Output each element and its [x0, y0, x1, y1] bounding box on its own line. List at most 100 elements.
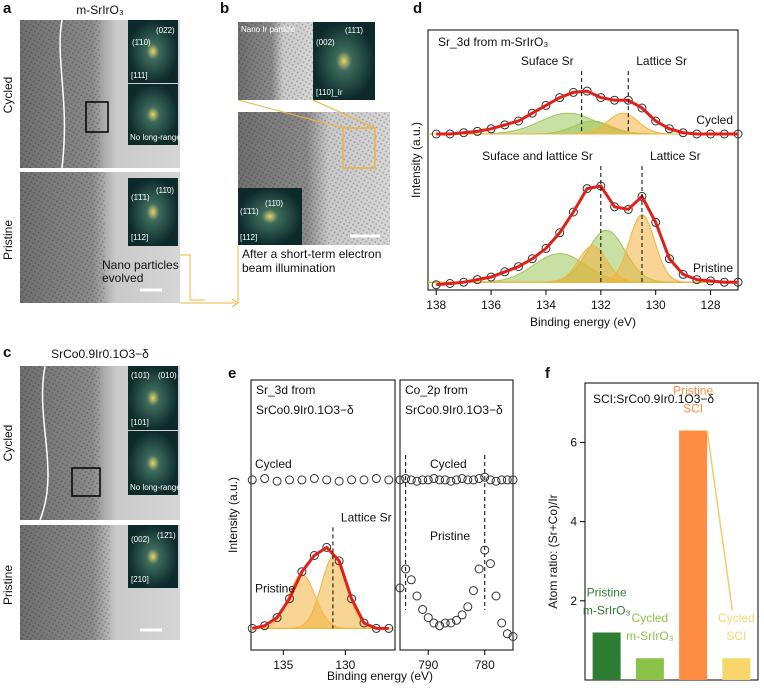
plot-frame	[399, 379, 514, 651]
bar-label: SCI	[726, 629, 746, 643]
data-point	[474, 474, 484, 484]
data-point	[435, 475, 445, 485]
data-point	[322, 475, 332, 485]
data-point	[359, 618, 369, 628]
data-point	[334, 476, 344, 486]
caption: beam illumination	[242, 261, 335, 275]
fft-label: (11̄0)	[156, 186, 174, 195]
data-point	[297, 475, 307, 485]
data-point	[284, 594, 294, 604]
chart-title: SrCo0.9Ir0.1O3−δ	[405, 403, 503, 417]
x-tick-label: 136	[481, 298, 501, 312]
bar-label: Pristine	[587, 585, 627, 599]
data-point	[457, 474, 467, 484]
fft-label: (12̄1)	[157, 531, 176, 540]
data-point	[247, 475, 257, 485]
series-label: Cycled	[430, 457, 467, 471]
data-point	[527, 108, 537, 118]
y-tick-label: 2	[570, 594, 577, 608]
data-point	[412, 476, 422, 486]
row-label: Cycled	[1, 425, 15, 462]
data-point	[395, 475, 405, 485]
chart-title: Sr_3d from	[256, 383, 315, 397]
data-point	[272, 613, 282, 623]
annotation: Lattice Sr	[650, 149, 701, 163]
data-point	[497, 475, 507, 485]
data-point	[440, 475, 450, 485]
fft-label: (1̄1̄1)	[240, 207, 259, 216]
data-point	[463, 475, 473, 485]
panel-label: d	[413, 0, 422, 17]
bar-label: Pristine	[673, 384, 713, 398]
chart-title: SrCo0.9Ir0.1O3−δ	[256, 403, 354, 417]
data-point	[485, 559, 495, 569]
panel-title: m-SrIrO₃	[76, 3, 124, 17]
fft-label: [210]	[131, 575, 149, 584]
panel-label: f	[545, 365, 551, 382]
data-point	[474, 564, 484, 574]
row-label: Cycled	[1, 77, 15, 114]
data-point	[468, 475, 478, 485]
data-point	[541, 243, 551, 253]
fft-label: No long-range order	[130, 483, 202, 492]
fft-label: (1̄1̄1)	[131, 193, 150, 202]
fft-label: (02̄2)	[156, 26, 175, 35]
data-point	[463, 602, 473, 612]
chart-title: Sr_3d from m-SrIrO₃	[438, 35, 548, 49]
fft-label: (11̄0)	[265, 199, 283, 208]
bar-label: Cycled	[632, 611, 669, 625]
data-point	[284, 475, 294, 485]
data-point	[446, 618, 456, 628]
bar	[679, 430, 708, 680]
fit-line	[436, 89, 738, 136]
data-point	[418, 605, 428, 614]
fft-label: [110]_Ir	[316, 88, 343, 97]
x-tick-label: 130	[335, 658, 355, 672]
fft-label: [101]	[131, 418, 149, 427]
data-point	[401, 474, 411, 484]
panel-title: SrCo0.9Ir0.1O3−δ	[51, 347, 149, 361]
data-point	[468, 586, 478, 596]
x-axis-label: Binding energy (eV)	[530, 315, 636, 329]
data-point	[384, 475, 394, 485]
bar-label: SCI	[683, 402, 703, 416]
row-label: Pristine	[1, 565, 15, 605]
data-point	[491, 476, 501, 486]
data-point	[491, 591, 501, 601]
series-label: Pristine	[693, 261, 733, 275]
data-point	[485, 475, 495, 485]
annotation: Suface and lattice Sr	[482, 149, 593, 163]
y-axis-label: Intensity (a.u.)	[409, 122, 423, 198]
series-label: Cycled	[696, 113, 733, 127]
data-point	[309, 474, 319, 484]
fft-label: (010)	[158, 371, 177, 380]
bar	[722, 658, 751, 680]
data-point	[406, 575, 416, 585]
data-point	[568, 207, 578, 217]
fft-label: (11̄1̄)	[345, 26, 363, 35]
data-point	[637, 103, 647, 113]
data-point	[480, 472, 490, 482]
data-point	[527, 254, 537, 264]
data-point	[502, 475, 512, 485]
bar-label: Cycled	[718, 611, 755, 625]
fft-label: [111]	[131, 71, 148, 80]
data-point	[429, 474, 439, 484]
data-point	[401, 564, 411, 574]
data-point	[508, 475, 518, 485]
plot-frame	[250, 379, 396, 651]
data-point	[637, 191, 647, 201]
data-point	[555, 228, 565, 238]
data-point	[371, 474, 381, 484]
x-tick-label: 130	[646, 298, 666, 312]
data-point	[272, 476, 282, 486]
fft-label: (002)	[131, 535, 150, 544]
row-label: Pristine	[1, 220, 15, 260]
x-tick-label: 138	[426, 298, 446, 312]
data-point	[446, 476, 456, 486]
fit-line	[251, 545, 389, 630]
x-tick-label: 780	[475, 658, 495, 672]
x-tick-label: 134	[536, 298, 556, 312]
series-label: Pristine	[430, 529, 470, 543]
data-point	[651, 116, 661, 126]
